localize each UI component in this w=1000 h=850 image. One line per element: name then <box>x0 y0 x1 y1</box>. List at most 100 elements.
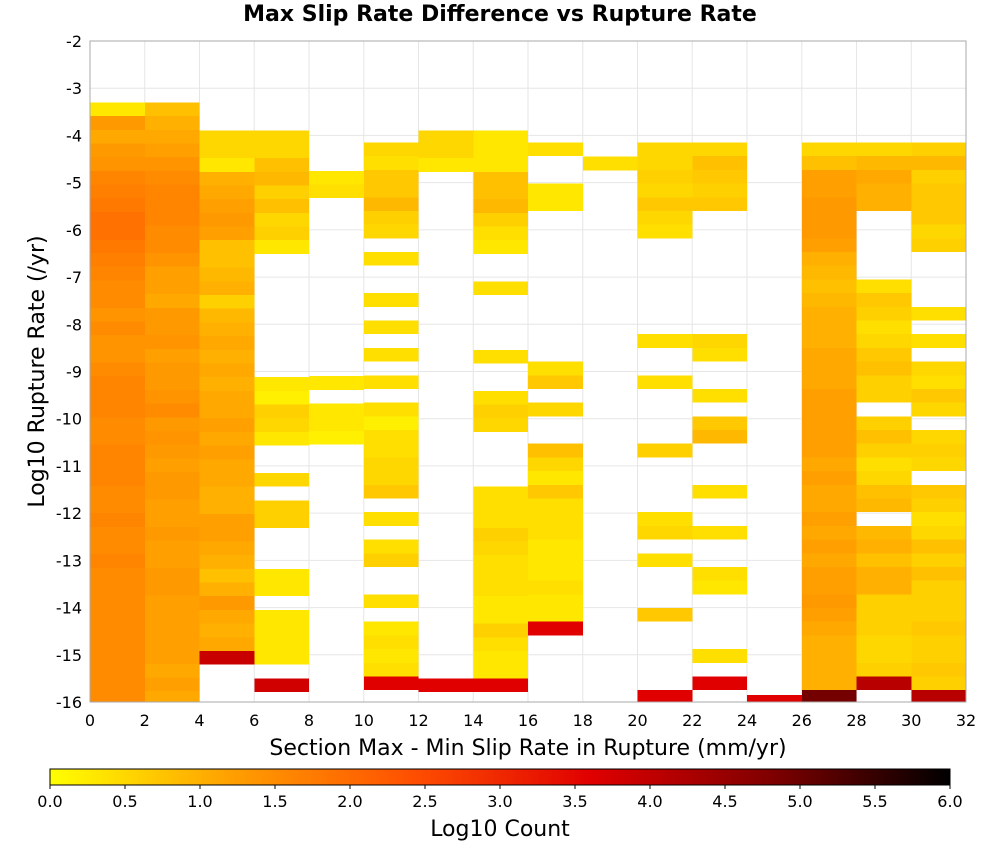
y-tick-label: -5 <box>66 174 82 193</box>
heatmap-cell <box>911 443 966 458</box>
heatmap-cell <box>473 500 528 515</box>
heatmap-cell <box>801 635 857 650</box>
heatmap-cell <box>199 609 255 624</box>
heatmap-cell <box>199 623 255 638</box>
heatmap-cell <box>911 238 966 253</box>
heatmap-cell <box>418 158 474 172</box>
heatmap-cell <box>90 444 145 459</box>
colorbar-tick-label: 6.0 <box>937 792 962 811</box>
heatmap-cell <box>254 609 309 624</box>
heatmap-cell <box>90 252 145 267</box>
heatmap-cell <box>144 499 200 514</box>
heatmap-cell <box>363 635 419 650</box>
heatmap-cell <box>801 649 857 663</box>
heatmap-cell <box>144 239 200 253</box>
heatmap-cell <box>637 224 693 239</box>
heatmap-cell <box>144 129 200 144</box>
heatmap-cell <box>801 252 857 266</box>
heatmap-cell <box>90 691 145 702</box>
heatmap-cell <box>144 444 200 459</box>
heatmap-cell <box>911 525 966 540</box>
heatmap-cell <box>801 566 857 581</box>
heatmap-cell <box>637 512 693 526</box>
y-tick-labels: -2 -3 -4 -5 -6 -7 -8 -9 -10 -11 -12 -13 -14 -15 -16 <box>56 32 82 712</box>
heatmap-cell <box>856 566 912 581</box>
heatmap-cell <box>144 211 200 226</box>
heatmap-cell <box>856 347 912 362</box>
heatmap-cell <box>528 484 583 499</box>
heatmap-cell <box>473 555 528 569</box>
heatmap-cell <box>199 651 255 665</box>
heatmap-cell <box>801 156 857 170</box>
heatmap-cell <box>199 445 255 460</box>
heatmap-cell <box>528 539 583 554</box>
x-tick-labels: 0 2 4 6 8 10 12 14 16 18 20 22 24 26 28 30 32 <box>85 711 976 730</box>
heatmap-cell <box>199 377 255 391</box>
heatmap-cell <box>199 514 255 528</box>
heatmap-cell <box>801 224 857 239</box>
heatmap-cell <box>254 199 309 213</box>
heatmap-cell <box>856 334 912 348</box>
heatmap-cell <box>199 390 255 405</box>
heatmap-cell <box>144 677 200 692</box>
heatmap-cell <box>856 197 912 211</box>
x-tick-label: 30 <box>901 711 921 730</box>
heatmap-cell <box>90 458 145 473</box>
heatmap-cell <box>90 362 145 377</box>
heatmap-cell <box>911 375 966 389</box>
heatmap-cell <box>473 514 528 528</box>
x-axis-label: Section Max - Min Slip Rate in Rupture (… <box>269 736 786 761</box>
heatmap-cell <box>911 306 966 321</box>
heatmap-cell <box>363 457 419 472</box>
heatmap-cell <box>473 527 528 542</box>
heatmap-cell <box>528 621 583 636</box>
heatmap-cell <box>144 376 200 390</box>
heatmap-cell <box>144 430 200 445</box>
heatmap-cell <box>473 281 528 296</box>
heatmap-cell <box>801 443 857 458</box>
heatmap-cell <box>363 676 419 691</box>
y-tick-label: -16 <box>56 693 82 712</box>
y-axis-label: Log10 Rupture Rate (/yr) <box>25 235 50 507</box>
heatmap-cell <box>90 581 145 596</box>
heatmap-cell <box>90 335 145 349</box>
heatmap-cell <box>856 457 912 472</box>
heatmap-cell <box>90 554 145 568</box>
colorbar-tick-label: 1.0 <box>187 792 212 811</box>
x-tick-label: 10 <box>354 711 374 730</box>
heatmap-cell <box>528 594 583 609</box>
heatmap-cell <box>199 486 255 501</box>
heatmap-cell <box>911 635 966 650</box>
heatmap-cell <box>911 224 966 239</box>
heatmap-cell <box>856 306 912 321</box>
heatmap-cell <box>144 417 200 431</box>
heatmap-cell <box>199 226 255 241</box>
heatmap-cell <box>199 199 255 213</box>
heatmap-cell <box>199 568 255 583</box>
heatmap-cell <box>528 402 583 417</box>
heatmap-cell <box>856 142 912 157</box>
heatmap-cell <box>801 457 857 472</box>
heatmap-cell <box>254 678 309 693</box>
heatmap-cell <box>801 539 857 554</box>
heatmap-cell <box>363 512 419 526</box>
heatmap-cell <box>363 183 419 198</box>
heatmap-cell <box>692 197 747 211</box>
heatmap-cell <box>90 513 145 527</box>
heatmap-cell <box>856 388 912 403</box>
heatmap-cell <box>637 690 693 702</box>
heatmap-cell <box>801 265 857 280</box>
heatmap-cell <box>90 239 145 253</box>
heatmap-cell <box>254 582 309 597</box>
heatmap-cell <box>144 389 200 404</box>
heatmap-cell <box>90 677 145 692</box>
heatmap-cell <box>856 169 912 184</box>
heatmap-cell <box>528 375 583 389</box>
heatmap-cell <box>363 621 419 636</box>
heatmap-cell <box>911 156 966 170</box>
heatmap-cell <box>144 280 200 295</box>
heatmap-cell <box>144 198 200 212</box>
heatmap-cell <box>473 637 528 652</box>
heatmap-cell <box>254 158 309 172</box>
heatmap-cell <box>528 142 583 157</box>
